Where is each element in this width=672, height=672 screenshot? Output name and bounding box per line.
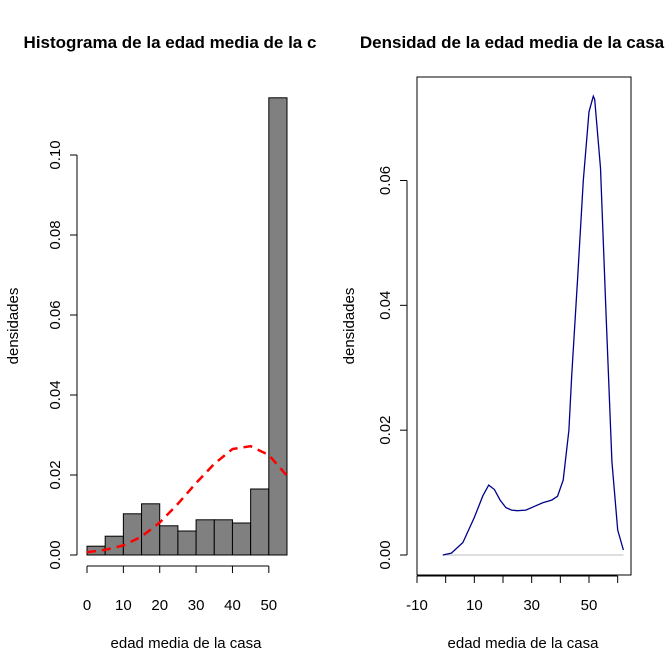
histogram-bar xyxy=(250,488,270,556)
histogram-x-axis: 0 10 20 30 40 50 xyxy=(83,565,277,614)
x-tick-label: 40 xyxy=(224,597,241,614)
x-tick-label: 10 xyxy=(466,597,483,614)
histogram-title: Histograma de la edad media de la c xyxy=(24,33,317,52)
y-tick-label: 0.10 xyxy=(47,140,64,169)
x-tick-label: 20 xyxy=(151,597,168,614)
density-x-label: edad media de la casa xyxy=(448,635,600,652)
y-tick-label: 0.04 xyxy=(47,380,64,409)
x-tick-label: 0 xyxy=(83,597,91,614)
y-tick-label: 0.06 xyxy=(47,300,64,329)
y-tick-label: 0.06 xyxy=(377,166,394,195)
histogram-bar xyxy=(177,530,197,556)
histogram-bar xyxy=(213,519,233,556)
normal-curve xyxy=(86,444,288,554)
y-tick-label: 0.02 xyxy=(377,416,394,445)
histogram-y-label: densidades xyxy=(5,288,22,365)
density-panel: Densidad de la edad media de la casa 0.0… xyxy=(341,33,665,652)
x-tick-label: -10 xyxy=(406,597,428,614)
x-tick-label: 50 xyxy=(260,597,277,614)
y-tick-label: 0.04 xyxy=(377,291,394,320)
histogram-bar xyxy=(195,519,215,556)
density-x-axis: -10 10 30 50 xyxy=(406,575,619,614)
density-title: Densidad de la edad media de la casa xyxy=(360,33,665,52)
density-plot-box xyxy=(416,76,632,576)
y-tick-label: 0.00 xyxy=(377,540,394,569)
density-line xyxy=(442,94,625,556)
histogram-bars xyxy=(86,97,288,556)
x-tick-label: 30 xyxy=(188,597,205,614)
x-tick-label: 10 xyxy=(115,597,132,614)
histogram-panel: Histograma de la edad media de la c 0.00… xyxy=(5,33,316,652)
x-tick-label: 30 xyxy=(523,597,540,614)
histogram-bar xyxy=(159,525,179,556)
density-y-label: densidades xyxy=(341,288,358,365)
histogram-x-label: edad media de la casa xyxy=(111,635,263,652)
y-tick-label: 0.00 xyxy=(47,540,64,569)
density-y-axis: 0.00 0.02 0.04 0.06 xyxy=(377,166,408,570)
x-tick-label: 50 xyxy=(581,597,598,614)
histogram-bar xyxy=(231,522,252,556)
y-tick-label: 0.02 xyxy=(47,460,64,489)
y-tick-label: 0.08 xyxy=(47,220,64,249)
histogram-y-axis: 0.00 0.02 0.04 0.06 0.08 0.10 xyxy=(47,140,78,570)
histogram-bar xyxy=(268,97,288,556)
histogram-bar xyxy=(122,513,143,556)
